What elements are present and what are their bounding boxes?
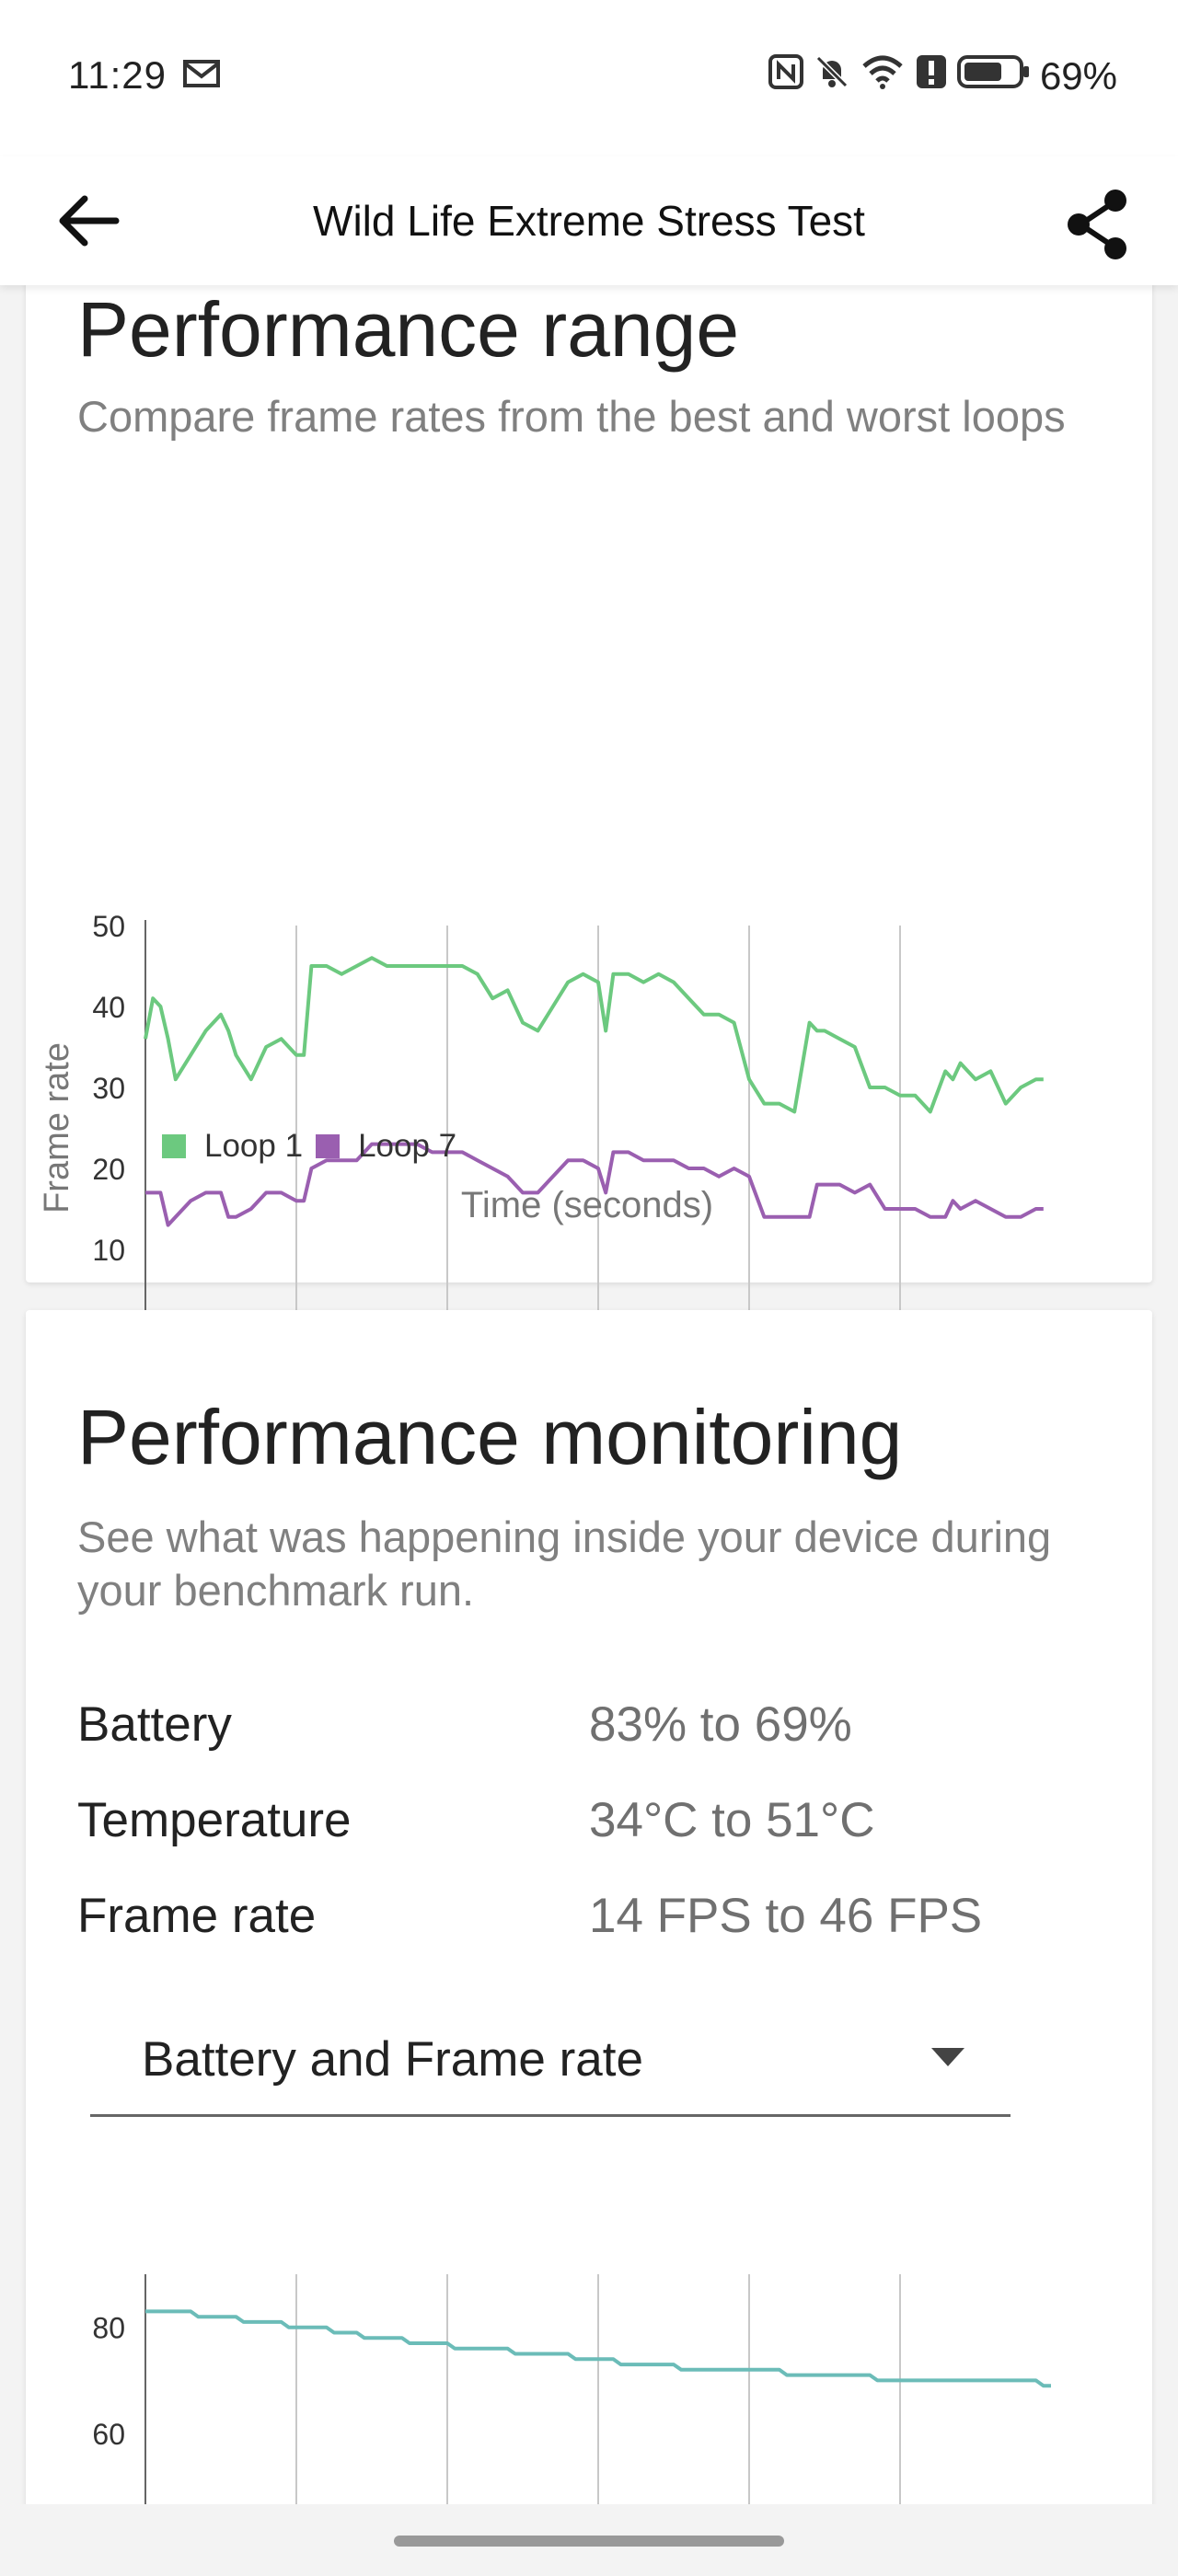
performance-range-title: Performance range — [77, 286, 740, 373]
status-time: 11:29 — [68, 53, 221, 98]
series-line-loop-7 — [145, 1142, 1044, 1227]
battery-percent: 69% — [1039, 54, 1117, 98]
bell-off-icon — [814, 53, 850, 99]
y-tick-label: 30 — [92, 1072, 125, 1105]
gmail-icon — [182, 60, 221, 96]
series-line-battery — [145, 2309, 1051, 2388]
chevron-down-icon — [931, 2048, 964, 2066]
home-gesture-handle[interactable] — [394, 2536, 784, 2547]
navigation-bar — [0, 2504, 1178, 2576]
performance-monitoring-subtitle: See what was happening inside your devic… — [77, 1512, 1052, 1615]
series-line-loop-1 — [144, 956, 1044, 1114]
metric-value-temperature: 34°C to 51°C — [589, 1793, 875, 1847]
app-bar: Wild Life Extreme Stress Test — [0, 156, 1178, 285]
performance-monitoring-title: Performance monitoring — [77, 1394, 903, 1480]
status-bar: 11:29 69% — [0, 0, 1178, 156]
dropdown-selected-value: Battery and Frame rate — [142, 2032, 643, 2087]
metric-label-battery: Battery — [77, 1697, 232, 1752]
y-tick-label: 10 — [92, 1234, 125, 1267]
metric-label-temperature: Temperature — [77, 1793, 352, 1847]
y-tick-label: 80 — [92, 2312, 125, 2345]
y-tick-label: 60 — [92, 2418, 125, 2451]
battery-icon — [956, 53, 1031, 99]
performance-range-subtitle: Compare frame rates from the best and wo… — [77, 392, 1066, 441]
chart-type-dropdown[interactable]: Battery and Frame rate — [90, 2013, 1011, 2117]
legend-label-loop-1: Loop 1 — [204, 1128, 304, 1164]
x-axis-label: Time (seconds) — [460, 1185, 714, 1225]
arrow-left-icon — [59, 195, 120, 247]
metric-value-battery: 83% to 69% — [589, 1697, 852, 1752]
page-title: Wild Life Extreme Stress Test — [313, 197, 865, 245]
performance-range-card: Performance range Compare frame rates fr… — [26, 276, 1152, 1379]
legend-swatch-loop-7 — [316, 1134, 341, 1158]
wifi-icon — [860, 53, 906, 99]
share-icon — [1068, 190, 1126, 259]
metric-label-frame-rate: Frame rate — [77, 1889, 317, 1943]
chart-legend: Loop 1 Loop 7 — [162, 1128, 456, 1165]
performance-monitoring-card: Performance monitoring See what was happ… — [26, 1310, 1152, 2561]
y-axis-label: Frame rate — [38, 1042, 76, 1213]
nfc-icon — [768, 53, 804, 99]
legend-swatch-loop-1 — [162, 1134, 186, 1158]
legend-label-loop-7: Loop 7 — [358, 1128, 457, 1164]
y-tick-label: 40 — [92, 991, 125, 1024]
y-tick-label: 20 — [92, 1153, 125, 1186]
metric-value-frame-rate: 14 FPS to 46 FPS — [589, 1889, 983, 1943]
y-tick-label: 50 — [92, 910, 125, 943]
share-button[interactable] — [1060, 186, 1138, 263]
alert-icon — [915, 53, 948, 99]
status-icons: 69% — [768, 53, 1117, 99]
back-button[interactable] — [52, 191, 129, 250]
